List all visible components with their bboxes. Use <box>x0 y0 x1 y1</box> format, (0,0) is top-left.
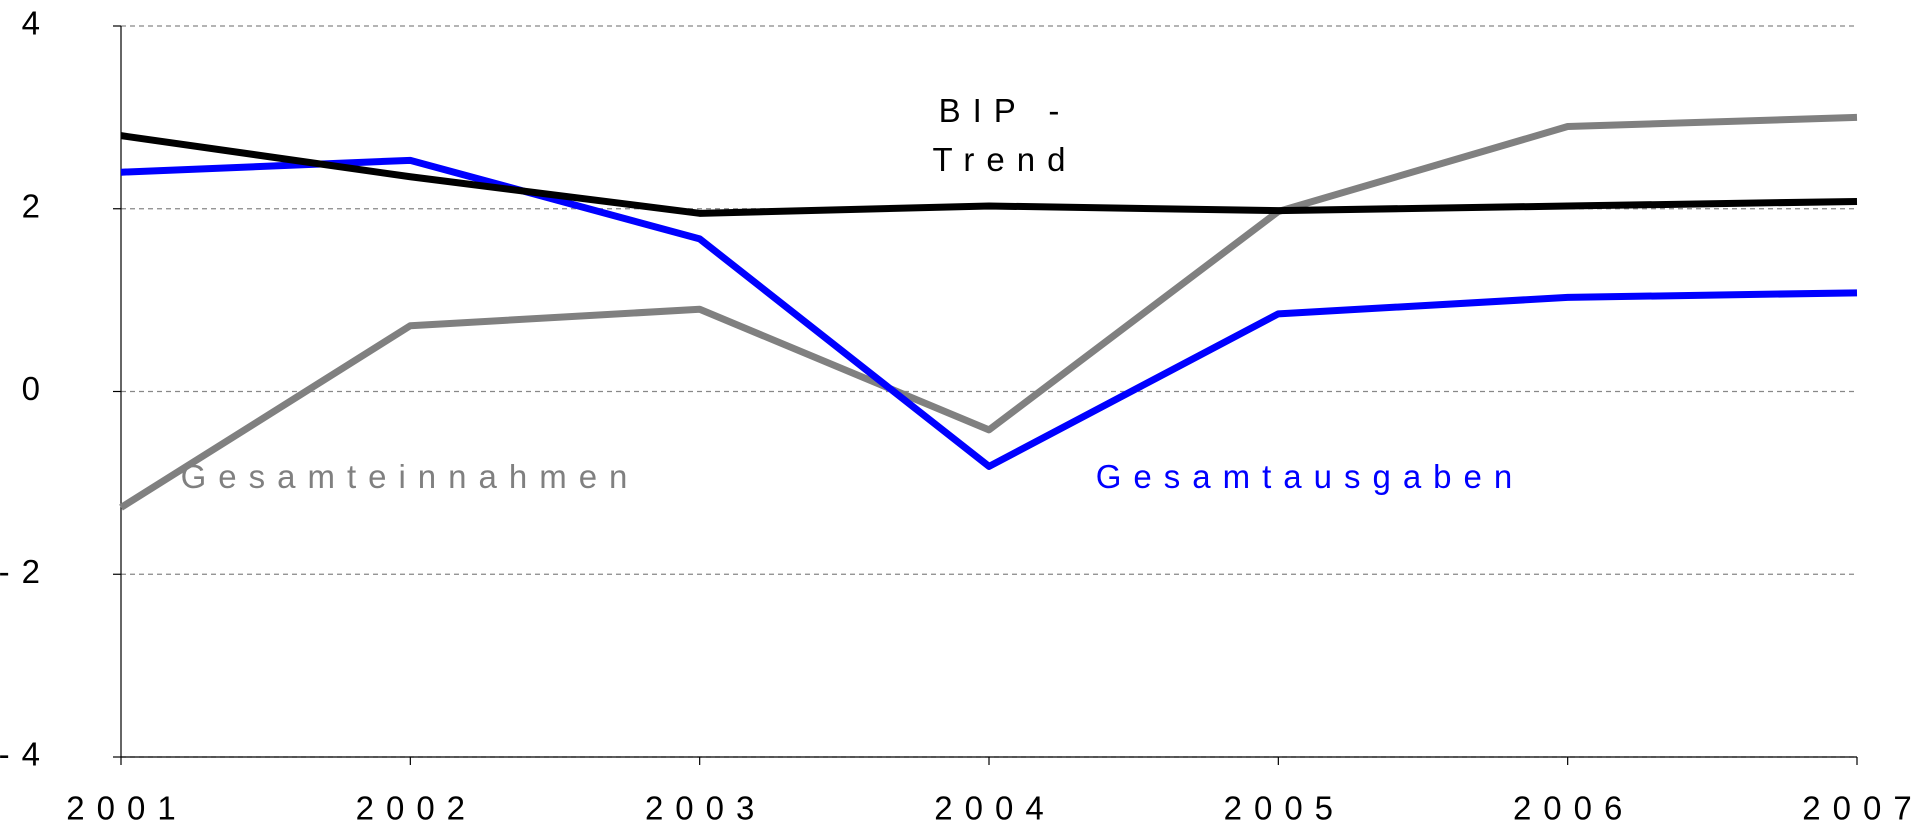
series-line <box>119 113 1858 511</box>
x-tick-label: 2006 <box>1513 790 1634 822</box>
series-label: BIP - Trend <box>932 92 1078 178</box>
series-line <box>120 156 1858 470</box>
x-tick-label: 2004 <box>934 790 1055 822</box>
series-line <box>120 132 1858 217</box>
y-tick-label: -2 <box>0 553 52 590</box>
series-label: Gesamteinnahmen <box>180 458 640 495</box>
y-tick-label: 0 <box>22 370 52 407</box>
y-tick-label: -4 <box>0 736 52 773</box>
x-tick-label: 2007 <box>1802 790 1922 822</box>
series-label: Gesamtausgaben <box>1095 458 1525 495</box>
x-tick-label: 2001 <box>66 790 187 822</box>
x-tick-label: 2005 <box>1224 790 1345 822</box>
x-tick-label: 2002 <box>356 790 477 822</box>
x-tick-label: 2003 <box>645 790 766 822</box>
y-tick-label: 2 <box>22 187 52 224</box>
y-tick-label: 4 <box>22 5 52 42</box>
